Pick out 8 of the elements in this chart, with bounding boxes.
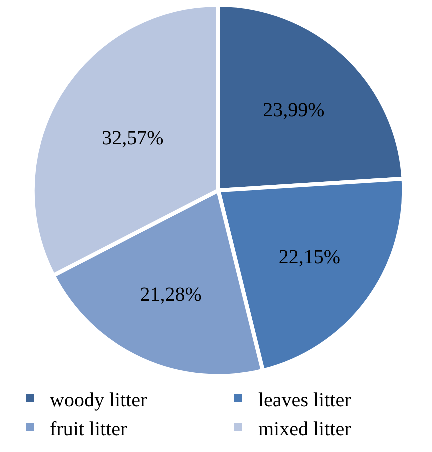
data-label: 21,28% [140,284,202,306]
legend-label: fruit litter [50,418,128,440]
data-label: 23,99% [263,99,325,122]
legend-label: leaves litter [258,389,352,412]
data-label: 22,15% [278,246,341,269]
legend-label: mixed litter [258,418,352,440]
data-label: 32,57% [102,128,164,150]
legend-label: woody litter [50,389,148,412]
